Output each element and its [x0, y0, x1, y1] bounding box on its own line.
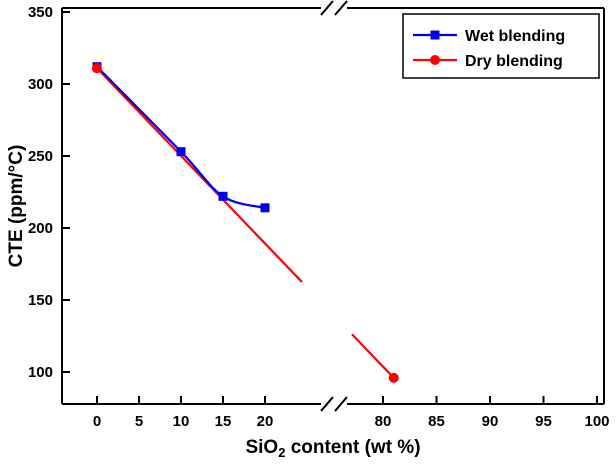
- x-tick-label: 0: [93, 413, 101, 430]
- axis-break-mark: [320, 0, 334, 16]
- axis-break-mark: [334, 396, 348, 412]
- x-tick-label: 85: [428, 413, 445, 430]
- wet-blending-marker: [260, 203, 270, 213]
- x-tick-label: 10: [173, 413, 190, 430]
- y-tick-label: 150: [28, 292, 53, 309]
- legend-label: Wet blending: [465, 28, 565, 45]
- y-axis-title: CTE (ppm/°C): [6, 145, 27, 268]
- dry-blending-line: [96, 67, 303, 283]
- dry-blending-marker: [92, 63, 102, 74]
- legend-circle-marker-icon: [430, 55, 440, 65]
- x-axis-title: SiO2 content (wt %): [245, 437, 420, 460]
- wet-blending-marker: [218, 191, 228, 201]
- legend-square-marker-icon: [430, 30, 440, 40]
- x-tick-label: 5: [135, 413, 143, 430]
- dry-blending-marker: [388, 372, 399, 383]
- y-tick-label: 200: [28, 220, 53, 237]
- y-tick-label: 350: [28, 4, 53, 21]
- wet-blending-marker: [176, 147, 186, 157]
- y-tick-label: 100: [28, 364, 53, 381]
- y-tick-label: 300: [28, 76, 53, 93]
- axis-break-mark: [334, 0, 348, 16]
- legend-box: [402, 13, 600, 79]
- dry-blending-line: [351, 333, 395, 379]
- x-tick-label: 90: [482, 413, 499, 430]
- legend-label: Dry blending: [465, 53, 563, 70]
- x-tick-label: 20: [257, 413, 274, 430]
- x-tick-label: 80: [375, 413, 392, 430]
- wet-blending-line: [96, 65, 266, 209]
- x-tick-label: 100: [584, 413, 609, 430]
- y-tick-label: 250: [28, 148, 53, 165]
- x-tick-label: 15: [215, 413, 232, 430]
- x-tick-label: 95: [535, 413, 552, 430]
- axis-break-mark: [320, 396, 334, 412]
